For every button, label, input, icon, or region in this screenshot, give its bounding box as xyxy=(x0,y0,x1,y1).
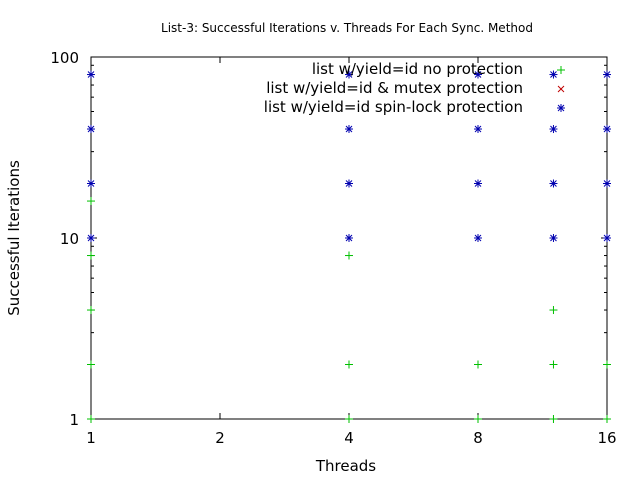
data-point-series-2 xyxy=(474,179,482,188)
legend-label: list w/yield=id no protection xyxy=(312,60,523,78)
y-tick-label: 10 xyxy=(60,230,79,248)
legend-marker-2 xyxy=(557,104,565,112)
y-axis-label: Successful Iterations xyxy=(5,160,23,316)
data-point-series-2 xyxy=(87,125,95,134)
data-point-series-2 xyxy=(87,179,95,188)
axis-ticks: 1 2 4 8 16 1 10 100 xyxy=(50,49,616,447)
data-point-series-2 xyxy=(345,125,353,134)
legend-marker-1 xyxy=(557,85,565,93)
data-point-series-0 xyxy=(549,415,558,423)
data-point-series-0 xyxy=(603,415,611,423)
data-point-series-2 xyxy=(474,70,482,79)
data-point-series-0 xyxy=(549,360,558,369)
data-point-series-2 xyxy=(345,70,353,79)
x-axis-label: Threads xyxy=(315,457,376,475)
data-point-series-2 xyxy=(549,125,558,134)
y-tick-label: 1 xyxy=(69,411,79,429)
legend-label: list w/yield=id spin-lock protection xyxy=(264,98,523,116)
x-tick-label: 2 xyxy=(215,429,225,447)
legend-label: list w/yield=id & mutex protection xyxy=(266,79,523,97)
data-point-series-0 xyxy=(345,251,353,260)
data-point-series-2 xyxy=(345,179,353,188)
data-point-series-0 xyxy=(474,415,482,423)
y-tick-label: 100 xyxy=(50,49,79,67)
data-marks xyxy=(87,70,611,423)
chart-title: List-3: Successful Iterations v. Threads… xyxy=(161,21,533,35)
data-point-series-0 xyxy=(474,360,482,369)
data-point-series-2 xyxy=(603,70,611,79)
x-tick-label: 16 xyxy=(597,429,616,447)
data-point-series-0 xyxy=(87,251,95,260)
data-point-series-0 xyxy=(603,360,611,369)
x-tick-label: 4 xyxy=(344,429,354,447)
data-point-series-0 xyxy=(345,415,353,423)
data-point-series-0 xyxy=(87,415,95,423)
data-point-series-2 xyxy=(549,234,558,242)
data-point-series-2 xyxy=(87,234,95,242)
data-point-series-0 xyxy=(87,360,95,369)
data-point-series-2 xyxy=(603,234,611,242)
data-point-series-2 xyxy=(603,125,611,134)
data-point-series-2 xyxy=(345,234,353,242)
data-point-series-2 xyxy=(549,70,558,79)
data-point-series-2 xyxy=(603,179,611,188)
data-point-series-2 xyxy=(474,234,482,242)
data-point-series-2 xyxy=(549,179,558,188)
x-tick-label: 1 xyxy=(86,429,96,447)
data-point-series-0 xyxy=(549,306,558,315)
data-point-series-0 xyxy=(87,306,95,315)
x-tick-label: 8 xyxy=(473,429,483,447)
legend-marker-0 xyxy=(557,66,565,74)
data-point-series-2 xyxy=(87,70,95,79)
data-point-series-2 xyxy=(474,125,482,134)
data-point-series-0 xyxy=(345,360,353,369)
data-point-series-0 xyxy=(87,197,95,206)
